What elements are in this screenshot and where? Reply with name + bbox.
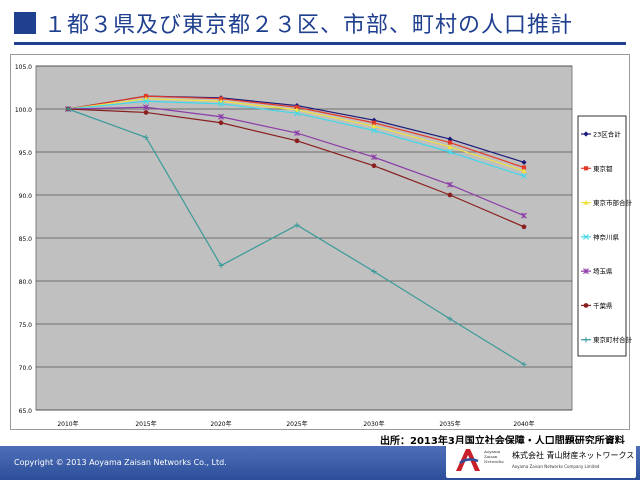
- legend-marker: [583, 303, 589, 308]
- x-tick-label: 2040年: [513, 420, 534, 428]
- x-tick-label: 2030年: [363, 420, 384, 428]
- legend-label: 東京市部合計: [593, 198, 633, 207]
- y-tick-label: 90.0: [19, 193, 33, 200]
- data-point: [521, 212, 527, 219]
- x-tick-label: 2035年: [439, 420, 460, 428]
- data-point: [143, 110, 149, 115]
- title-divider: [14, 42, 626, 45]
- y-tick-label: 100.0: [15, 107, 32, 114]
- x-tick-label: 2010年: [57, 420, 78, 428]
- logo-caption-line: Zaisan: [484, 454, 498, 459]
- title-bar: １都３県及び東京都２３区、市部、町村の人口推計: [14, 6, 626, 40]
- data-point: [447, 316, 453, 322]
- line-chart: 65.0 70.0 75.0 80.0 85.0 90.0 95.0 100.0 105.0 20…: [15, 64, 633, 428]
- page-title: １都３県及び東京都２３区、市部、町村の人口推計: [44, 13, 574, 38]
- source-note: 出所：2013年3月国立社会保障・人口問題研究所資料: [380, 436, 625, 447]
- legend-label: 東京町村合計: [593, 335, 633, 344]
- data-point: [65, 106, 71, 112]
- data-point: [294, 107, 300, 112]
- data-point: [218, 100, 224, 107]
- data-point: [371, 127, 377, 134]
- company-logo-box: Aoyama Zaisan Networks 株式会社 青山財産ネットワークス …: [446, 444, 636, 478]
- y-tick-label: 65.0: [19, 408, 33, 415]
- title-square-icon: [14, 12, 36, 34]
- data-point: [521, 173, 527, 180]
- data-point: [218, 120, 224, 126]
- data-point: [143, 104, 149, 111]
- data-point: [143, 134, 149, 140]
- legend-label: 神奈川県: [593, 232, 620, 241]
- legend-marker: [583, 268, 589, 275]
- logo-caption-line: Networks: [484, 459, 504, 464]
- y-tick-label: 95.0: [19, 150, 33, 157]
- data-point: [143, 98, 149, 105]
- company-name-en: Aoyama Zaisan Networks Company Limited: [512, 464, 600, 469]
- legend-marker: [583, 233, 589, 240]
- data-point: [521, 165, 527, 170]
- data-point: [447, 181, 453, 188]
- legend-box: [577, 115, 627, 357]
- legend-label: 東京都: [593, 164, 613, 173]
- logo-caption-line: Aoyama: [484, 449, 501, 454]
- legend-marker: [583, 166, 589, 171]
- data-point: [447, 192, 453, 198]
- legend-label: 23区合計: [593, 130, 621, 139]
- data-point: [521, 361, 527, 368]
- y-tick-label: 70.0: [19, 365, 33, 372]
- legend-marker: [583, 337, 589, 343]
- data-point: [447, 136, 453, 142]
- data-point: [218, 262, 224, 269]
- company-logo-icon: [456, 449, 480, 471]
- legend-label: 千葉県: [593, 301, 613, 310]
- data-point: [218, 113, 224, 120]
- data-point: [447, 140, 453, 145]
- y-tick-label: 105.0: [15, 64, 32, 71]
- data-point: [371, 120, 377, 125]
- legend-marker: [583, 131, 589, 137]
- y-tick-label: 85.0: [19, 236, 33, 243]
- data-point: [521, 224, 527, 230]
- data-point: [371, 123, 377, 129]
- x-tick-label: 2015年: [135, 420, 156, 428]
- y-tick-label: 80.0: [19, 279, 33, 286]
- company-name: 株式会社 青山財産ネットワークス: [512, 451, 635, 460]
- data-point: [371, 163, 377, 169]
- data-point: [294, 130, 300, 137]
- data-point: [447, 149, 453, 155]
- y-tick-label: 75.0: [19, 322, 33, 329]
- logo-caption: Aoyama Zaisan Networks: [484, 449, 504, 464]
- legend-marker: [583, 199, 589, 205]
- x-tick-label: 2025年: [286, 420, 307, 428]
- copyright-text: Copyright © 2013 Aoyama Zaisan Networks …: [14, 458, 227, 467]
- data-point: [294, 138, 300, 144]
- data-point: [371, 154, 377, 161]
- legend-label: 埼玉県: [593, 267, 613, 276]
- data-point: [294, 110, 300, 117]
- data-point: [521, 168, 527, 173]
- data-point: [521, 159, 527, 165]
- data-point: [447, 144, 453, 149]
- data-point: [371, 268, 377, 275]
- data-point: [294, 222, 300, 228]
- x-tick-label: 2020年: [210, 420, 231, 428]
